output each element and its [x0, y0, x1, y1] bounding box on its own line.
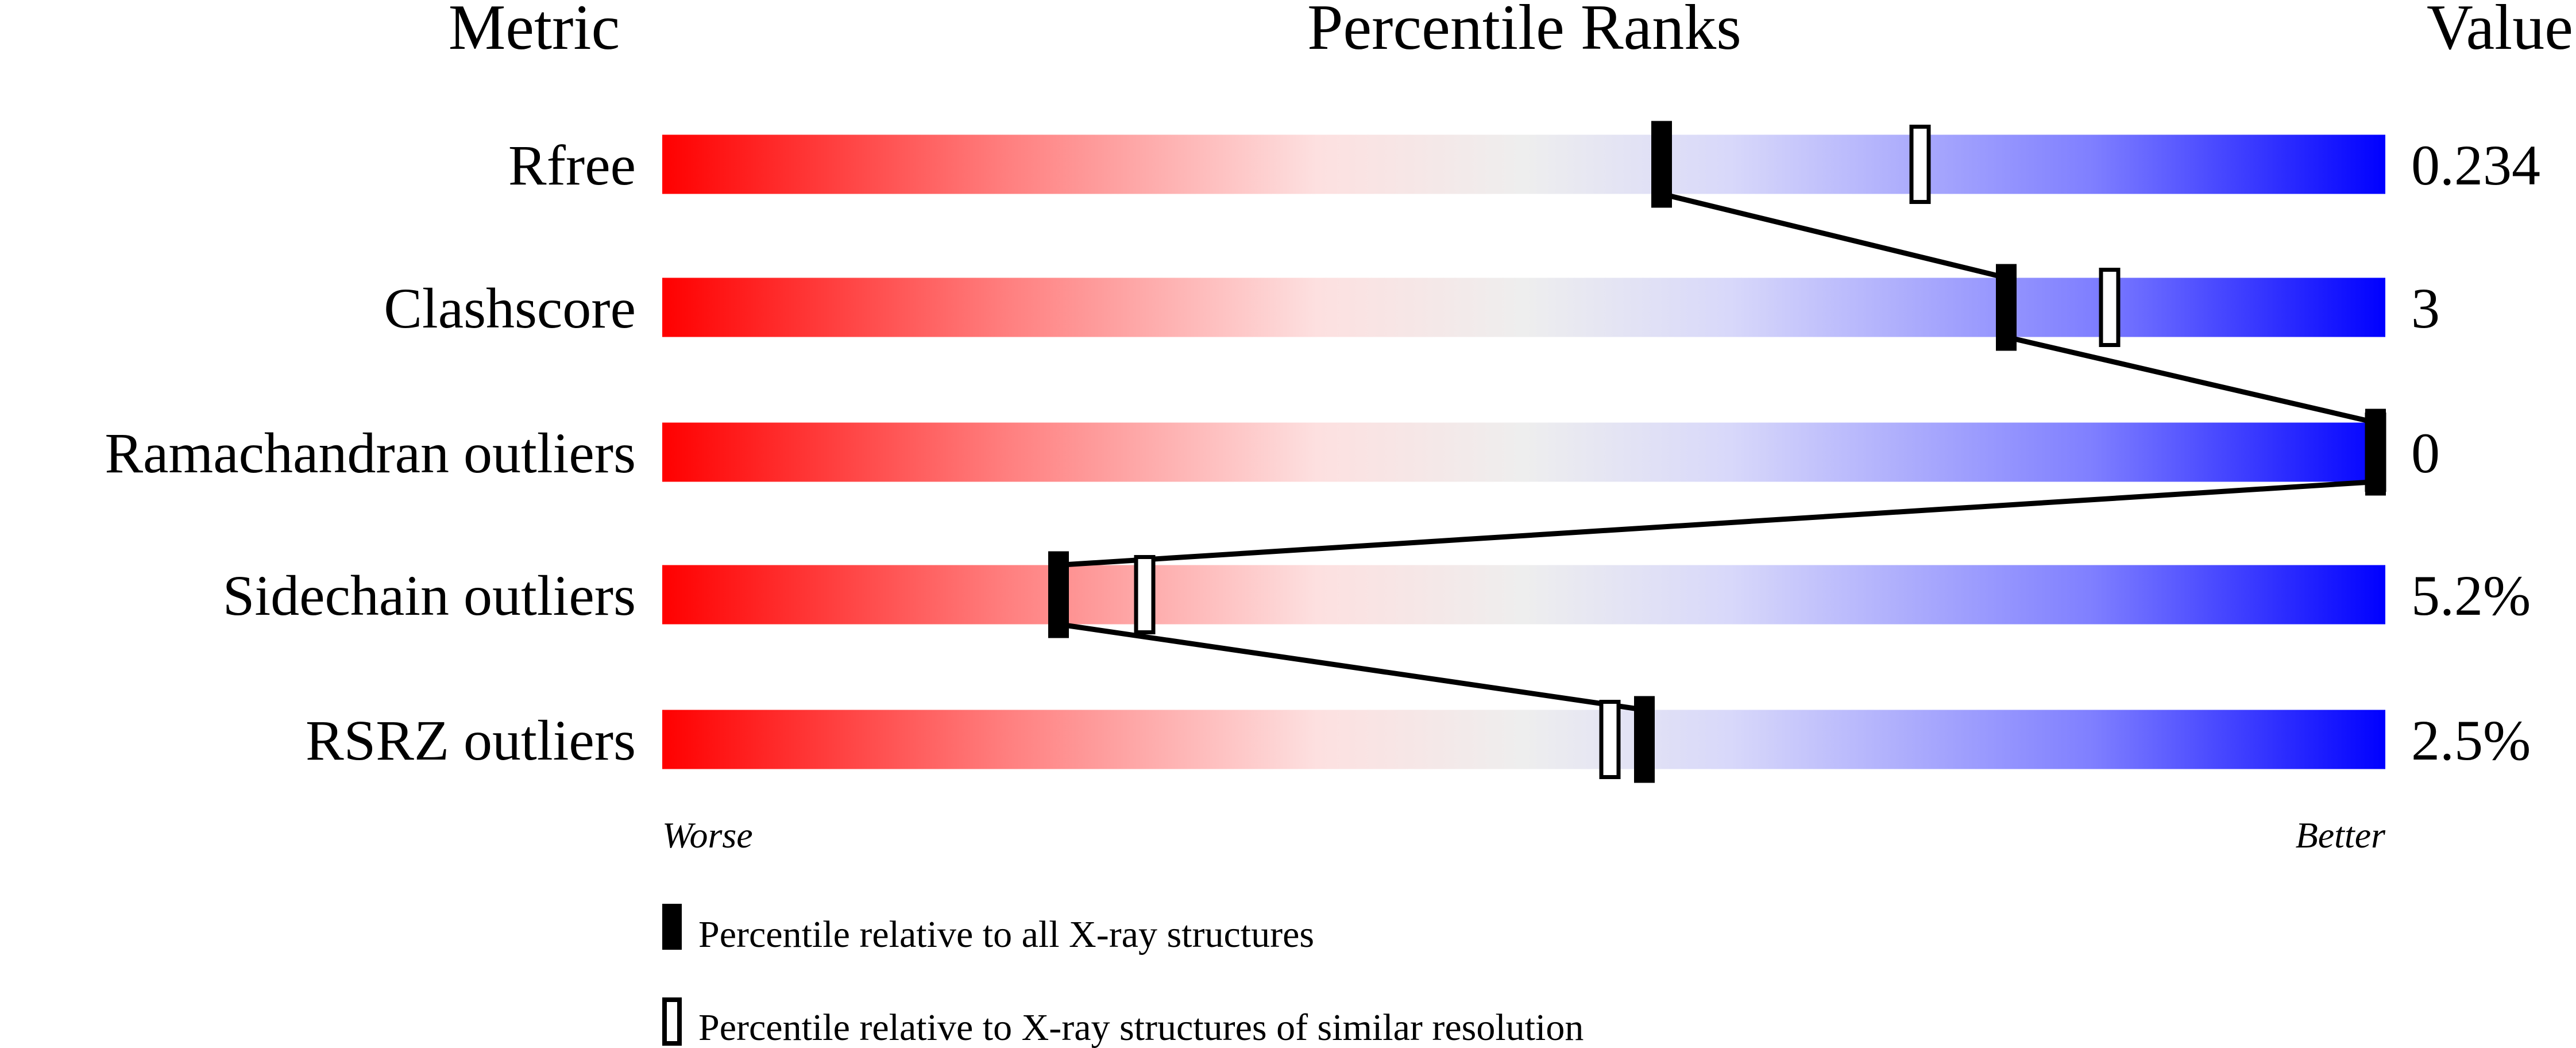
gradient-bar [662, 565, 2385, 625]
marker-all-structures [1651, 121, 1672, 208]
connector-line [1660, 191, 2007, 280]
marker-all-structures [1048, 551, 1069, 638]
header-value: Value [2427, 0, 2573, 63]
header-metric: Metric [449, 0, 620, 63]
connector-line [1058, 479, 2376, 568]
metric-value: 3 [2411, 276, 2440, 340]
gradient-bar [662, 278, 2385, 337]
metric-value: 5.2% [2411, 564, 2531, 627]
connector-line [1058, 622, 1645, 712]
better-label: Better [2296, 815, 2386, 856]
gradient-bar [662, 710, 2385, 769]
metric-label: Sidechain outliers [223, 564, 636, 627]
metric-label: Clashscore [384, 276, 636, 340]
connector-line [2005, 334, 2377, 425]
marker-all-structures [2365, 409, 2386, 496]
legend-filled-marker [662, 904, 682, 950]
marker-similar-resolution [1599, 700, 1621, 779]
legend-open-marker [662, 997, 682, 1046]
metric-label: Rfree [508, 133, 636, 197]
marker-all-structures [1996, 264, 2017, 351]
header-percentile-ranks: Percentile Ranks [1307, 0, 1741, 63]
metric-label: Ramachandran outliers [105, 421, 636, 485]
gradient-bar [662, 134, 2385, 194]
marker-similar-resolution [1134, 555, 1156, 634]
metric-label: RSRZ outliers [306, 708, 636, 772]
legend-filled-label: Percentile relative to all X-ray structu… [698, 914, 1314, 955]
marker-similar-resolution [2099, 268, 2121, 347]
gradient-bar [662, 422, 2385, 482]
metric-value: 2.5% [2411, 708, 2531, 772]
metric-value: 0 [2411, 421, 2440, 485]
metric-value: 0.234 [2411, 133, 2540, 197]
worse-label: Worse [662, 815, 753, 856]
marker-all-structures [1634, 696, 1655, 783]
marker-similar-resolution [1909, 125, 1931, 204]
legend-open-label: Percentile relative to X-ray structures … [698, 1007, 1584, 1048]
